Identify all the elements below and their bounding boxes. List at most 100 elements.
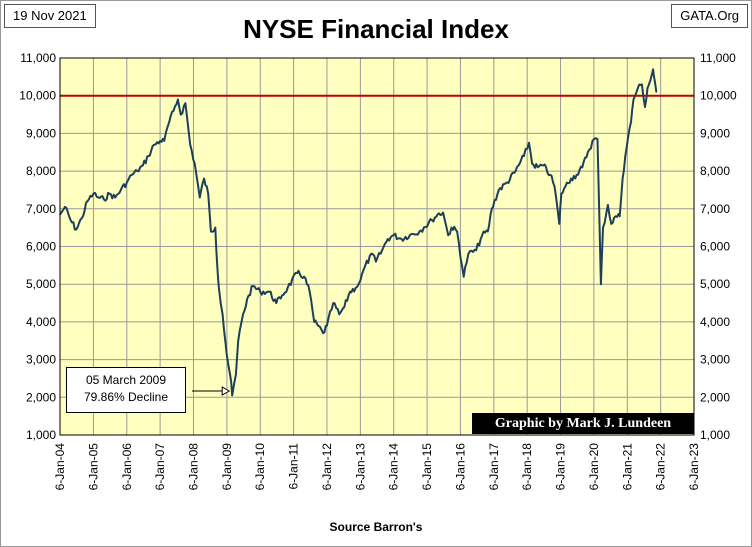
data-point	[303, 275, 305, 278]
data-point	[317, 324, 319, 327]
data-point	[542, 164, 545, 167]
data-point	[481, 234, 484, 236]
data-point	[624, 155, 627, 157]
x-tick-label: 6-Jan-06	[120, 443, 134, 491]
data-point	[125, 181, 128, 184]
data-point	[610, 223, 613, 225]
data-point	[371, 253, 374, 255]
data-point	[422, 226, 425, 229]
data-point	[646, 87, 649, 89]
data-point	[570, 177, 572, 180]
credit-label: Graphic by Mark J. Lundeen	[472, 413, 694, 434]
data-point	[64, 206, 66, 208]
data-point	[349, 290, 351, 293]
data-point	[600, 283, 602, 286]
y-tick-label-left: 8,000	[26, 164, 56, 178]
y-tick-label-left: 11,000	[20, 51, 56, 65]
source-label: Source Barron's	[329, 520, 423, 534]
data-point	[119, 189, 122, 191]
data-point	[210, 230, 212, 233]
data-point	[172, 109, 175, 112]
data-point	[235, 373, 237, 376]
data-point	[359, 279, 362, 282]
data-point	[487, 230, 489, 233]
data-point	[268, 290, 271, 293]
y-tick-label-left: 6,000	[26, 240, 56, 254]
site-label: GATA.Org	[671, 4, 748, 28]
annotation-decline: 79.86% Decline	[83, 390, 169, 404]
y-tick-label-left: 3,000	[26, 353, 56, 367]
y-tick-label-left: 2,000	[26, 390, 56, 404]
data-point	[531, 162, 533, 165]
data-point	[103, 198, 105, 201]
data-point	[214, 226, 217, 229]
data-point	[491, 208, 493, 210]
data-point	[189, 143, 191, 146]
x-tick-label: 6-Jan-14	[387, 443, 401, 491]
data-point	[198, 196, 201, 199]
y-axis-right: 1,000 2,000 3,000 4,000 5,000 6,000 7,000 8,000…	[700, 51, 737, 442]
data-point	[456, 230, 458, 233]
data-point	[229, 373, 231, 376]
y-tick-label-right: 1,000	[700, 428, 730, 442]
y-tick-label-left: 4,000	[26, 315, 56, 329]
data-point	[418, 230, 421, 233]
y-tick-label-left: 1,000	[26, 428, 56, 442]
data-point	[218, 287, 220, 289]
data-point	[637, 87, 639, 89]
data-point	[467, 253, 470, 255]
x-tick-label: 6-Jan-08	[186, 443, 200, 491]
x-tick-label: 6-Jan-15	[420, 443, 434, 491]
data-point	[167, 125, 169, 127]
data-point	[364, 264, 367, 267]
data-point	[450, 226, 453, 229]
data-point	[558, 223, 561, 225]
y-tick-label-left: 5,000	[26, 277, 56, 291]
series-line-nyse-financial	[59, 68, 658, 397]
y-tick-label-right: 2,000	[700, 390, 730, 404]
data-point	[523, 155, 525, 157]
date-label: 19 Nov 2021	[4, 4, 96, 28]
data-point	[575, 174, 578, 176]
data-point	[536, 166, 539, 169]
data-point	[614, 215, 617, 218]
data-point	[564, 185, 567, 187]
y-tick-label-right: 4,000	[700, 315, 730, 329]
data-point	[237, 339, 240, 342]
x-tick-label: 6-Jan-10	[253, 443, 267, 491]
data-point	[184, 102, 187, 105]
data-point	[632, 98, 635, 101]
y-tick-label-right: 3,000	[700, 353, 730, 367]
data-point	[203, 177, 205, 180]
data-point	[108, 192, 111, 195]
annotation-arrow-head	[221, 386, 231, 396]
data-point	[242, 313, 244, 316]
data-point	[475, 249, 478, 252]
data-point	[281, 294, 283, 297]
x-tick-label: 6-Jan-07	[153, 443, 167, 491]
data-point	[296, 272, 299, 274]
data-point	[226, 355, 228, 357]
data-point	[322, 332, 324, 335]
data-point	[649, 79, 652, 82]
y-axis-left: 1,000 2,000 3,000 4,000 5,000 6,000 7,000 8,000…	[19, 51, 56, 442]
data-point	[462, 275, 465, 278]
y-tick-label-left: 10,000	[19, 89, 56, 103]
x-tick-label: 6-Jan-22	[654, 443, 668, 491]
x-tick-label: 6-Jan-16	[453, 443, 467, 491]
plot-border	[59, 57, 695, 436]
x-axis: 6-Jan-04 6-Jan-05 6-Jan-06 6-Jan-07 6-Jan-08…	[53, 443, 701, 491]
data-point	[400, 238, 403, 240]
data-point	[193, 162, 196, 165]
data-point	[386, 238, 389, 240]
x-tick-label: 6-Jan-17	[487, 443, 501, 491]
data-point	[506, 181, 508, 184]
data-point	[147, 155, 150, 157]
data-point	[75, 228, 77, 231]
data-point	[408, 234, 411, 236]
data-point	[286, 287, 289, 289]
data-point	[641, 83, 643, 86]
data-point	[142, 164, 144, 167]
data-point	[332, 302, 335, 304]
